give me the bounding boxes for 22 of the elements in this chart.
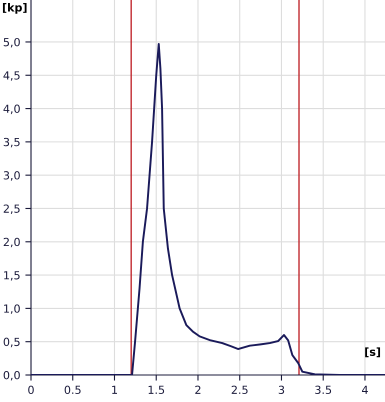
x-tick-label: 1: [112, 386, 117, 394]
y-tick-label: 1,0: [4, 304, 20, 314]
x-tick-label: 1.5: [148, 386, 164, 394]
x-tick-label: 4: [362, 386, 368, 394]
x-tick-label: 3.5: [315, 386, 332, 394]
y-tick-label: 2,0: [4, 238, 20, 248]
x-tick-label: 3: [278, 386, 284, 394]
y-tick-label: 4,0: [3, 104, 20, 114]
x-tick-label: 0.5: [64, 386, 81, 394]
y-tick-label: 3,0: [4, 171, 20, 181]
y-tick-label: 4,5: [3, 71, 20, 81]
y-tick-label: 0,0: [4, 370, 20, 381]
y-tick-label: 2,5: [4, 204, 20, 214]
x-tick-label: 2.5: [232, 386, 248, 394]
x-tick-label: 0: [28, 386, 34, 394]
x-tick-label: 2: [195, 386, 200, 394]
y-tick-label: 5,0: [4, 38, 20, 48]
x-axis-title: [s]: [365, 347, 380, 358]
y-axis-title: [kp]: [2, 3, 27, 14]
y-tick-label: 1,5: [4, 271, 20, 281]
y-tick-label: 3,5: [4, 138, 20, 148]
y-tick-label: 0,5: [4, 338, 20, 348]
